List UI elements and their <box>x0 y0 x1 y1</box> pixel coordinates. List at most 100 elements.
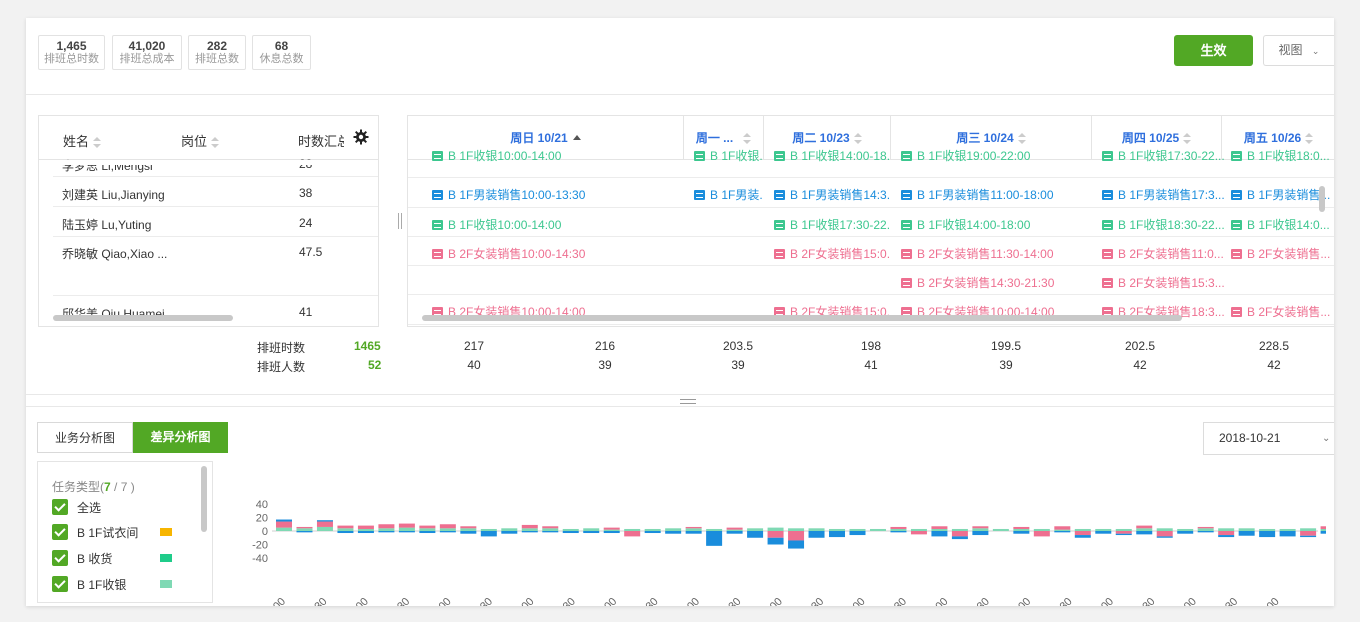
chart-bar <box>316 521 333 527</box>
filter-item-receiving[interactable]: B 收货 <box>52 550 182 566</box>
shift-cell[interactable]: B 1F收银18:0... <box>1231 147 1331 164</box>
checkbox-checked-icon[interactable] <box>52 576 68 592</box>
shift-cell[interactable]: B 1F收银10:00-14:00 <box>432 147 682 164</box>
shift-cell[interactable]: B 2F女装销售15:3... <box>1102 274 1224 291</box>
x-tick-label: 20:00 <box>1088 596 1116 606</box>
sort-icon <box>1183 132 1192 145</box>
chart-bar <box>747 528 764 531</box>
chart-bar <box>1136 525 1153 529</box>
shift-cell[interactable]: B 1F男装... <box>694 186 762 203</box>
chart-bar <box>439 524 456 529</box>
chart-bar <box>869 528 886 531</box>
view-dropdown[interactable]: 视图 ⌄ <box>1263 35 1334 66</box>
shift-cell[interactable]: B 1F男装销售17:3... <box>1102 186 1224 203</box>
gear-icon[interactable] <box>353 129 369 145</box>
shift-cell[interactable]: B 1F收银17:30-22... <box>774 216 889 233</box>
chart-bar <box>460 531 477 534</box>
vertical-scrollbar[interactable] <box>1319 186 1325 212</box>
shift-cell[interactable]: B 1F收银17:30-22... <box>1102 147 1224 164</box>
shift-cell[interactable]: B 1F男装销售... <box>1231 186 1331 203</box>
employee-hours: 41 <box>299 305 313 319</box>
chart-bar <box>951 536 968 540</box>
chart-bar <box>829 528 846 531</box>
filter-item-cashier[interactable]: B 1F收银 <box>52 576 182 592</box>
chart-bar <box>1300 528 1317 531</box>
day-header-tue[interactable]: 周二 10/23 <box>764 116 891 160</box>
filter-item-fitting-room[interactable]: B 1F试衣间 <box>52 524 182 540</box>
day-header-sun[interactable]: 周日 10/21 <box>408 116 684 160</box>
checkbox-checked-icon[interactable] <box>52 550 68 566</box>
chart-bar <box>1320 526 1326 529</box>
checkbox-checked-icon[interactable] <box>52 499 68 515</box>
shift-cell[interactable]: B 2F女装销售15:0... <box>774 245 889 262</box>
shift-label: B 2F女装销售... <box>1247 247 1331 261</box>
chart-bar <box>419 528 436 531</box>
chart-bar <box>788 531 805 541</box>
chart-bar <box>1156 531 1173 537</box>
col-hours-header[interactable]: 时数汇总 <box>298 134 344 149</box>
shift-cell[interactable]: B 2F女装销售14:30-21:30 <box>901 274 1094 291</box>
shift-cell[interactable]: B 1F收银18:30-22... <box>1102 216 1224 233</box>
chart-bar <box>521 528 538 531</box>
shift-cell[interactable]: B 1F男装销售10:00-13:30 <box>432 186 682 203</box>
shift-cell[interactable]: B 1F收银14:00-18:00 <box>901 216 1094 233</box>
horizontal-scrollbar[interactable] <box>422 315 1182 321</box>
tab-business-analysis[interactable]: 业务分析图 <box>37 422 133 453</box>
apply-button[interactable]: 生效 <box>1174 35 1253 66</box>
table-row[interactable]: 邱华美 Qiu,Huamei 41 <box>53 297 378 326</box>
date-select[interactable]: 2018-10-21 ⌄ <box>1203 422 1334 455</box>
sort-icon <box>853 132 862 145</box>
chart-bar <box>501 531 518 534</box>
shift-cell[interactable]: B 2F女装销售11:0... <box>1102 245 1224 262</box>
shift-label: B 1F收银14:00-18... <box>790 149 889 163</box>
chart-bar <box>296 526 313 529</box>
tab-variance-analysis[interactable]: 差异分析图 <box>133 422 228 453</box>
x-tick-label: 11:30 <box>385 596 412 606</box>
table-row[interactable]: 刘建英 Liu,Jianying 38 <box>53 178 378 207</box>
shift-cell[interactable]: B 1F收银14:00-18... <box>774 147 889 164</box>
table-row[interactable]: 乔晓敏 Qiao,Xiao ... 47.5 <box>53 238 378 296</box>
checkbox-checked-icon[interactable] <box>52 524 68 540</box>
chart-bar <box>276 527 292 531</box>
sort-icon <box>1305 132 1314 145</box>
chart-bar <box>583 528 600 531</box>
chart-bar <box>951 528 968 531</box>
panel-splitter[interactable] <box>398 213 402 229</box>
x-tick-label: 18:00 <box>923 596 951 606</box>
chart-bar <box>1156 536 1173 538</box>
chart-bar <box>1197 526 1214 529</box>
shift-cell[interactable]: B 2F女装销售... <box>1231 245 1331 262</box>
x-tick-label: 15:00 <box>674 596 702 606</box>
day-header-fri[interactable]: 周五 10/26 <box>1222 116 1334 160</box>
day-header-mon[interactable]: 周一 ... <box>684 116 764 160</box>
shift-cell[interactable]: B 2F女装销售10:00-14:30 <box>432 245 682 262</box>
day-header-thu[interactable]: 周四 10/25 <box>1092 116 1222 160</box>
color-swatch <box>160 554 172 562</box>
chart-bar <box>644 531 661 534</box>
shift-label: B 1F收银... <box>710 149 762 163</box>
horizontal-scrollbar[interactable] <box>53 315 233 321</box>
shift-cell[interactable]: B 2F女装销售11:30-14:00 <box>901 245 1094 262</box>
vertical-scrollbar[interactable] <box>201 466 207 532</box>
shift-cell[interactable]: B 1F男装销售14:3... <box>774 186 889 203</box>
table-row[interactable]: 陆玉婷 Lu,Yuting 24 <box>53 208 378 237</box>
day-hours-value: 199.5 <box>990 339 1022 353</box>
col-name-header[interactable]: 姓名 <box>63 131 102 150</box>
day-header-wed[interactable]: 周三 10/24 <box>891 116 1092 160</box>
filter-item-select-all[interactable]: 全选 <box>52 499 101 515</box>
shift-label: B 2F女装销售10:00-14:30 <box>448 247 586 261</box>
chart-bar <box>1197 528 1214 531</box>
day-people-value: 39 <box>731 358 745 372</box>
shift-cell[interactable]: B 1F收银19:00-22:00 <box>901 147 1094 164</box>
shift-cell[interactable]: B 1F男装销售11:00-18:00 <box>901 186 1094 203</box>
hours-total: 1465 <box>354 339 381 353</box>
shift-cell[interactable]: B 1F收银10:00-14:00 <box>432 216 682 233</box>
shift-label: B 1F男装销售10:00-13:30 <box>448 188 586 202</box>
shift-cell[interactable]: B 1F收银... <box>694 147 762 164</box>
resize-handle[interactable] <box>680 399 696 404</box>
chart-bar <box>378 528 395 531</box>
col-position-header[interactable]: 岗位 <box>181 131 220 150</box>
shift-cell[interactable]: B 2F女装销售... <box>1231 303 1331 320</box>
shift-cell[interactable]: B 1F收银14:0... <box>1231 216 1331 233</box>
employee-table: 姓名 岗位 时数汇总 李梦思 Li,Mengsi 28 刘建英 Liu,Jian… <box>38 115 379 327</box>
